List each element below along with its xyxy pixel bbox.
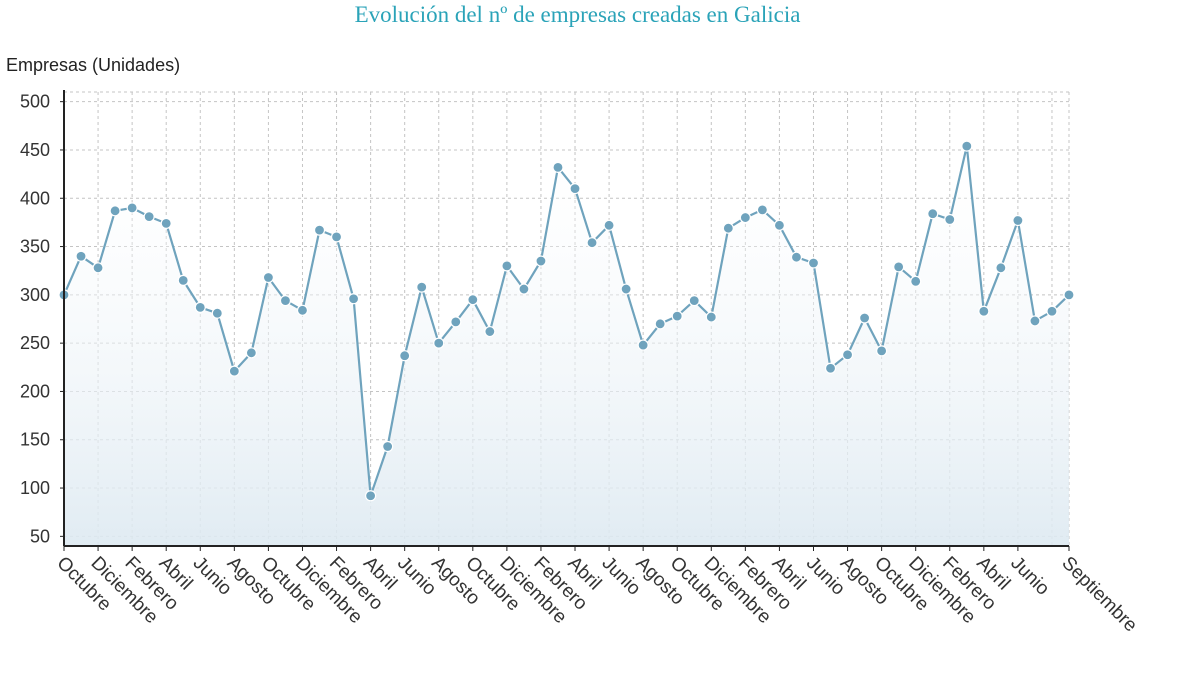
data-point [739,211,751,224]
data-point [688,295,700,307]
y-tick-label: 400 [20,188,50,208]
data-point [399,350,411,362]
data-point [177,274,189,286]
data-point [467,294,479,306]
data-point [433,337,445,349]
data-point [961,140,973,152]
data-point [978,305,990,317]
y-tick-label: 300 [20,285,50,305]
data-point [654,318,666,330]
data-point [365,490,377,502]
data-point [620,283,632,295]
y-tick-label: 250 [20,333,50,353]
data-point [876,345,888,357]
data-point [1012,214,1024,227]
data-point [790,251,803,263]
data-point [228,365,240,377]
data-point [501,260,513,272]
data-point [109,205,121,217]
data-point [262,271,275,284]
data-point [416,281,428,293]
y-tick-label: 350 [20,237,50,257]
x-tick-label: Junio [1006,553,1053,600]
data-point [535,255,547,267]
data-point [279,295,292,307]
data-point [637,339,649,351]
y-tick-label: 150 [20,430,50,450]
data-point [773,219,786,231]
data-point [296,304,309,316]
data-point [1046,305,1058,317]
y-tick-label: 500 [20,92,50,112]
data-point [603,219,615,231]
data-point [552,161,564,173]
axes [63,90,1069,547]
data-points [58,140,1075,502]
data-point [944,213,956,226]
data-point [518,283,530,295]
y-tick-label: 50 [30,526,50,546]
data-point [194,301,206,314]
data-point [722,222,734,234]
data-point [893,261,905,273]
y-axis-label: Empresas (Unidades) [6,55,181,75]
data-point [347,293,360,305]
data-point [927,208,939,220]
x-tick-label: Junio [598,553,645,600]
chart-title: Evolución del nº de empresas creadas en … [354,2,801,27]
data-point [245,347,257,359]
x-tick-label: Junio [189,553,236,600]
x-tick-label: Junio [393,553,440,600]
y-axis-ticks: 50 100 150 200 250 300 350 400 450 500 [20,92,64,546]
series-area [64,146,1069,546]
data-point [824,362,837,374]
data-point [313,224,326,236]
data-point [75,250,87,262]
x-axis-ticks: OctubreDiciembreFebreroAbrilJunioAgostoO… [52,546,1141,636]
data-point [143,211,155,223]
y-tick-label: 100 [20,478,50,498]
data-point [586,237,598,249]
data-point [126,202,138,214]
data-point [160,217,172,229]
data-point [92,262,104,274]
data-point [1063,289,1075,301]
data-point [330,231,343,243]
data-point [756,204,768,216]
data-point [1029,315,1041,327]
data-point [995,262,1007,274]
data-point [841,349,854,361]
y-tick-label: 200 [20,381,50,401]
data-point [671,310,683,322]
data-point [858,312,871,324]
x-tick-label: Septiembre [1057,553,1141,637]
data-point [382,440,394,453]
data-point [211,307,223,319]
data-point [450,316,462,328]
data-point [705,311,717,323]
data-point [569,182,581,195]
x-tick-label: Junio [802,553,849,600]
data-point [484,325,496,338]
data-point [910,275,922,287]
y-tick-label: 450 [20,140,50,160]
area-fill [64,146,1069,546]
data-point [807,257,820,269]
